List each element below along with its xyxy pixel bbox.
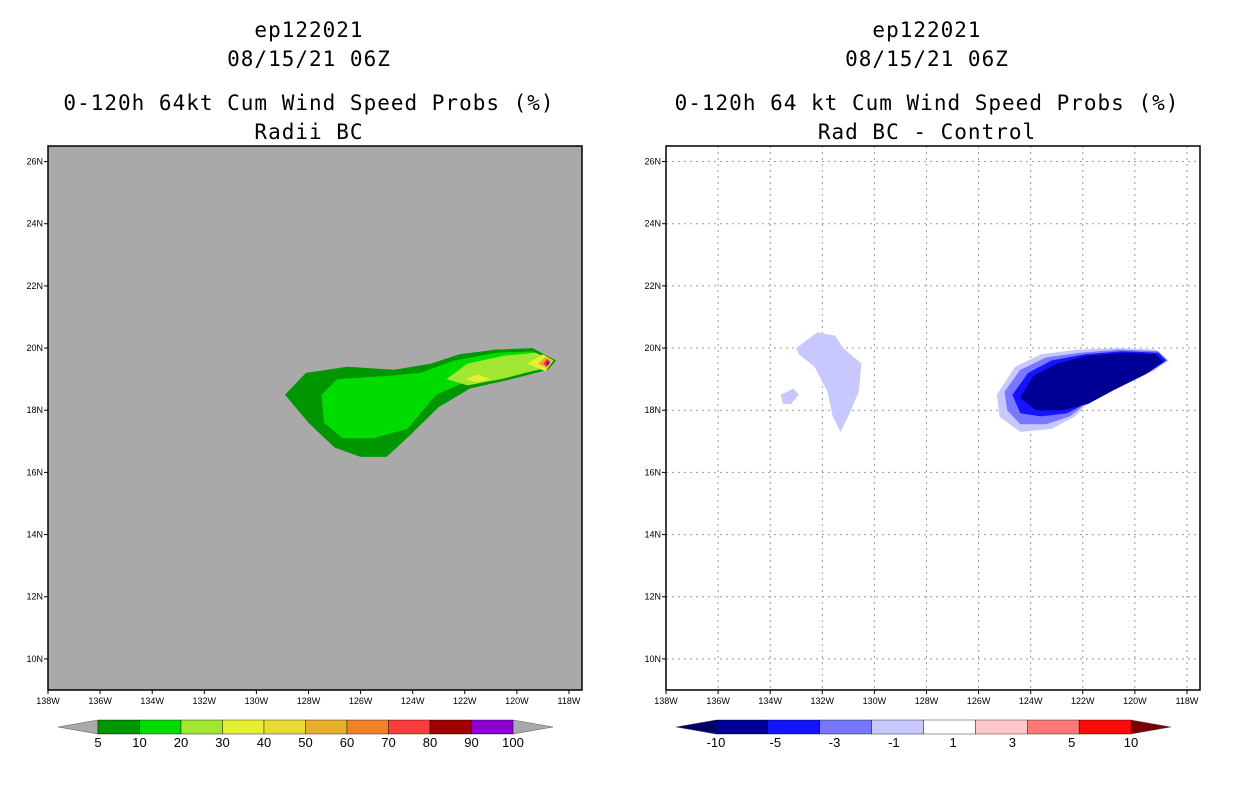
- right-x-tick-label: 124W: [1019, 696, 1043, 706]
- left-colorbar-swatch: [222, 719, 265, 735]
- left-colorbar-swatch: [305, 719, 348, 735]
- left-x-tick-label: 124W: [401, 696, 425, 706]
- left-y-tick-label: 18N: [26, 405, 43, 415]
- left-colorbar-under-arrow: [57, 719, 99, 735]
- left-y-tick-label: 14N: [26, 530, 43, 540]
- left-y-tick-label: 26N: [26, 157, 43, 167]
- right-colorbar-swatch: [819, 719, 872, 735]
- left-contour-level-30: [464, 374, 491, 383]
- left-colorbar-swatch: [263, 719, 306, 735]
- left-contour-level-90: [545, 360, 550, 366]
- right-colorbar-label: -1: [888, 735, 900, 750]
- right-colorbar-label: 10: [1124, 735, 1138, 750]
- right-y-tick-label: 24N: [644, 219, 661, 229]
- right-plot-background: [666, 146, 1200, 690]
- right-colorbar-swatch: [767, 719, 820, 735]
- right-x-tick-label: 118W: [1176, 696, 1199, 706]
- right-colorbar-label: 1: [950, 735, 957, 750]
- right-x-tick-label: 132W: [811, 696, 835, 706]
- left-colorbar-swatch: [429, 719, 472, 735]
- right-y-tick-label: 26N: [644, 157, 661, 167]
- right-y-tick-label: 16N: [644, 467, 661, 477]
- right-colorbar-swatch: [1027, 719, 1080, 735]
- right-contour-level-neg1: [796, 332, 862, 432]
- left-colorbar-label: 10: [132, 735, 146, 750]
- right-x-tick-label: 126W: [967, 696, 991, 706]
- left-colorbar-over-arrow: [512, 719, 554, 735]
- right-colorbar-label: 5: [1068, 735, 1075, 750]
- left-chart-title: 0-120h 64kt Cum Wind Speed Probs (%): [63, 91, 555, 115]
- left-x-tick-label: 130W: [245, 696, 269, 706]
- left-x-tick-label: 132W: [193, 696, 217, 706]
- right-colorbar-under-arrow: [675, 719, 717, 735]
- left-x-tick-label: 134W: [140, 696, 164, 706]
- right-colorbar-label: 3: [1009, 735, 1016, 750]
- right-contour-level-neg10: [1020, 352, 1164, 411]
- left-colorbar-label: 100: [502, 735, 524, 750]
- right-colorbar-swatch: [871, 719, 924, 735]
- left-x-tick-label: 128W: [297, 696, 321, 706]
- right-colorbar-swatch: [715, 719, 769, 735]
- right-storm-id: ep122021: [872, 18, 982, 42]
- right-datetime: 08/15/21 06Z: [845, 47, 1009, 71]
- left-colorbar-swatch: [388, 719, 431, 735]
- right-x-tick-label: 136W: [706, 696, 730, 706]
- left-colorbar-swatch: [97, 719, 140, 735]
- right-colorbar-swatch: [1078, 719, 1132, 735]
- left-x-tick-label: 138W: [36, 696, 60, 706]
- right-x-tick-label: 138W: [654, 696, 678, 706]
- left-colorbar-label: 30: [215, 735, 229, 750]
- left-y-tick-label: 16N: [26, 467, 43, 477]
- right-x-tick-label: 122W: [1071, 696, 1095, 706]
- right-colorbar-label: -3: [829, 735, 841, 750]
- left-y-tick-label: 20N: [26, 343, 43, 353]
- right-x-tick-label: 130W: [863, 696, 887, 706]
- right-colorbar-swatch: [975, 719, 1028, 735]
- right-colorbar-swatch: [923, 719, 976, 735]
- right-y-tick-label: 14N: [644, 530, 661, 540]
- left-colorbar-label: 40: [257, 735, 271, 750]
- left-colorbar-swatch: [180, 719, 223, 735]
- left-chart-subtitle: Radii BC: [254, 120, 364, 144]
- left-colorbar-label: 60: [340, 735, 354, 750]
- right-y-tick-label: 20N: [644, 343, 661, 353]
- right-x-tick-label: 120W: [1123, 696, 1147, 706]
- left-x-tick-label: 136W: [88, 696, 112, 706]
- right-y-tick-label: 10N: [644, 654, 661, 664]
- right-colorbar-label: -5: [770, 735, 782, 750]
- right-plot-frame: [665, 145, 1201, 691]
- left-colorbar-swatch: [346, 719, 389, 735]
- right-contour-level-neg1: [780, 388, 799, 404]
- right-x-tick-label: 128W: [915, 696, 939, 706]
- left-datetime: 08/15/21 06Z: [227, 47, 391, 71]
- right-colorbar-over-arrow: [1130, 719, 1172, 735]
- left-x-tick-label: 126W: [349, 696, 373, 706]
- left-x-tick-label: 118W: [558, 696, 581, 706]
- left-plot-frame: [47, 145, 583, 691]
- left-x-tick-label: 122W: [453, 696, 477, 706]
- left-colorbar-label: 90: [464, 735, 478, 750]
- left-colorbar-label: 70: [381, 735, 395, 750]
- left-storm-id: ep122021: [254, 18, 364, 42]
- right-y-tick-label: 22N: [644, 281, 661, 291]
- left-colorbar-label: 20: [174, 735, 188, 750]
- left-colorbar-label: 50: [298, 735, 312, 750]
- right-y-tick-label: 12N: [644, 592, 661, 602]
- left-colorbar-label: 5: [94, 735, 101, 750]
- left-y-tick-label: 12N: [26, 592, 43, 602]
- left-y-tick-label: 24N: [26, 219, 43, 229]
- left-colorbar-swatch: [471, 719, 514, 735]
- right-y-tick-label: 18N: [644, 405, 661, 415]
- left-y-tick-label: 22N: [26, 281, 43, 291]
- right-x-tick-label: 134W: [758, 696, 782, 706]
- right-chart-subtitle: Rad BC - Control: [817, 120, 1037, 144]
- left-x-tick-label: 120W: [505, 696, 529, 706]
- left-y-tick-label: 10N: [26, 654, 43, 664]
- left-colorbar-label: 80: [423, 735, 437, 750]
- right-colorbar-label: -10: [707, 735, 726, 750]
- right-chart-title: 0-120h 64 kt Cum Wind Speed Probs (%): [674, 91, 1180, 115]
- left-colorbar-swatch: [139, 719, 182, 735]
